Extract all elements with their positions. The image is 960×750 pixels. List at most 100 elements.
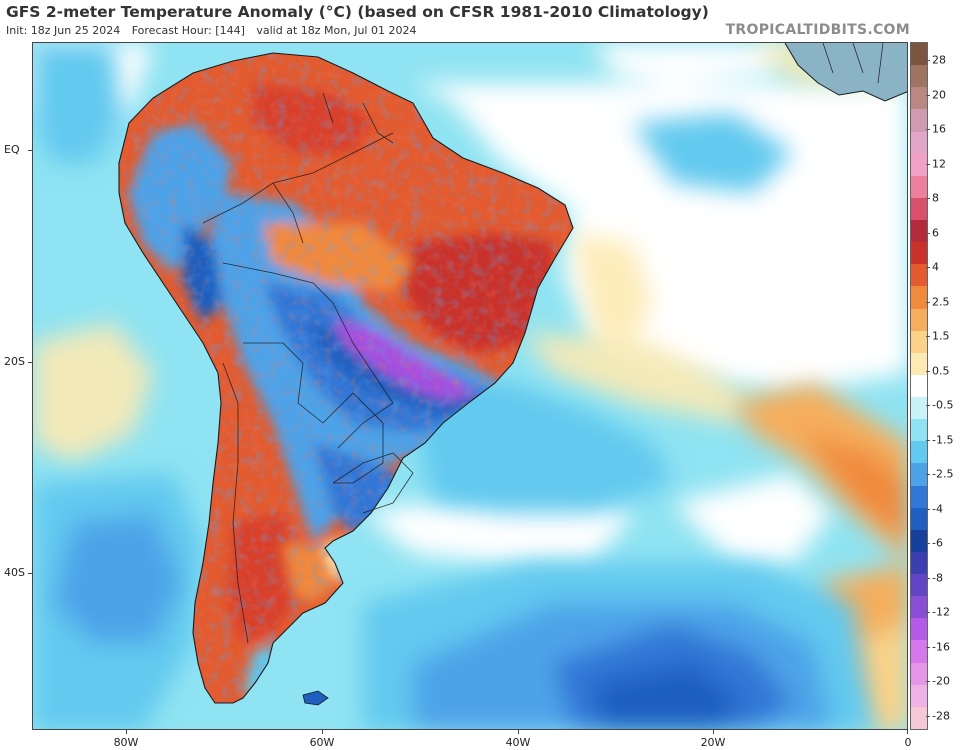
colorbar-label: 20	[932, 88, 946, 102]
colorbar-cell	[911, 374, 927, 398]
colorbar-tick	[926, 163, 930, 165]
colorbar-cell	[911, 551, 927, 575]
colorbar-label: -28	[932, 709, 950, 723]
colorbar-label: 4	[932, 260, 939, 274]
colorbar-tick	[926, 577, 930, 579]
colorbar-cell	[911, 596, 927, 619]
lon-tick	[126, 730, 127, 734]
colorbar-tick	[926, 681, 930, 683]
lat-tick	[28, 573, 32, 574]
falkland-islands	[302, 690, 329, 706]
colorbar-tick	[926, 267, 930, 269]
lat-label-20s: 20S	[4, 355, 25, 368]
colorbar-label: -2.5	[932, 467, 954, 481]
colorbar-label: 0.5	[932, 364, 950, 378]
colorbar-tick	[926, 508, 930, 510]
colorbar-tick	[926, 439, 930, 441]
lon-tick	[518, 730, 519, 734]
colorbar-label: 6	[932, 226, 939, 240]
site-watermark: TROPICALTIDBITS.COM	[725, 22, 910, 38]
africa-corner	[784, 43, 907, 102]
colorbar-label: -6	[932, 536, 943, 550]
lon-label-60w: 60W	[309, 736, 335, 749]
colorbar-cell	[911, 43, 927, 66]
colorbar-cell	[911, 264, 927, 287]
colorbar-label: 1.5	[932, 329, 950, 343]
colorbar-label: 28	[932, 53, 946, 67]
lon-label-40w: 40W	[505, 736, 531, 749]
colorbar-tick	[926, 370, 930, 372]
colorbar-cell	[911, 330, 927, 354]
colorbar-label: 12	[932, 157, 946, 171]
colorbar-legend: 28 20 16 12 8 6 4 2.5 1.5 0.5 -0.5 -1.5 -2.5 -4 -6 -8 -1…	[910, 42, 960, 730]
colorbar-tick	[926, 405, 930, 407]
lon-label-0: 0	[904, 736, 912, 749]
lon-tick	[713, 730, 714, 734]
colorbar-cell	[911, 507, 927, 531]
colorbar-tick	[926, 129, 930, 131]
colorbar-tick	[926, 474, 930, 476]
init-time: Init: 18z Jun 25 2024	[6, 24, 121, 37]
lon-label-20w: 20W	[700, 736, 726, 749]
colorbar-cell	[911, 197, 927, 221]
colorbar-label: -0.5	[932, 398, 954, 412]
country-borders	[202, 92, 414, 644]
colorbar-cell	[911, 441, 927, 464]
map-canvas	[33, 43, 907, 729]
colorbar-label: -4	[932, 502, 943, 516]
colorbar-cell	[911, 397, 927, 420]
colorbar-cell	[911, 485, 927, 509]
colorbar-cell	[911, 286, 927, 310]
colorbar-cell	[911, 65, 927, 88]
colorbar-tick	[926, 198, 930, 200]
colorbar-cell	[911, 308, 927, 332]
colorbar-cell	[911, 684, 927, 708]
colorbar-cell	[911, 574, 927, 597]
colorbar-cell	[911, 220, 927, 243]
colorbar-tick	[926, 60, 930, 61]
colorbar-cell	[911, 463, 927, 487]
colorbar-label: 16	[932, 122, 946, 136]
page-title: GFS 2-meter Temperature Anomaly (°C) (ba…	[6, 3, 709, 21]
lon-tick	[322, 730, 323, 734]
colorbar-label: -1.5	[932, 433, 954, 447]
colorbar-strip	[910, 42, 928, 730]
colorbar-tick	[926, 716, 930, 717]
colorbar-cell	[911, 352, 927, 376]
lat-tick	[28, 150, 32, 151]
coastline	[118, 52, 574, 704]
colorbar-cell	[911, 640, 927, 664]
lon-tick	[907, 730, 908, 734]
valid-time: valid at 18z Mon, Jul 01 2024	[256, 24, 417, 37]
colorbar-cell	[911, 131, 927, 155]
colorbar-label: -12	[932, 605, 950, 619]
lon-label-80w: 80W	[113, 736, 139, 749]
colorbar-label: -16	[932, 640, 950, 654]
colorbar-cell	[911, 706, 927, 730]
colorbar-cell	[911, 419, 927, 442]
colorbar-tick	[926, 232, 930, 234]
colorbar-tick	[926, 543, 930, 545]
colorbar-label: 2.5	[932, 295, 950, 309]
colorbar-cell	[911, 618, 927, 641]
colorbar-cell	[911, 529, 927, 553]
colorbar-label: -20	[932, 674, 950, 688]
colorbar-tick	[926, 301, 930, 303]
colorbar-tick	[926, 336, 930, 338]
colorbar-cell	[911, 662, 927, 686]
colorbar-tick	[926, 646, 930, 648]
colorbar-tick	[926, 94, 930, 96]
colorbar-tick	[926, 612, 930, 614]
colorbar-cell	[911, 242, 927, 265]
colorbar-cell	[911, 87, 927, 110]
anomaly-map	[32, 42, 908, 730]
colorbar-cell	[911, 109, 927, 132]
colorbar-label: -8	[932, 571, 943, 585]
forecast-info: Init: 18z Jun 25 2024 Forecast Hour: [14…	[6, 24, 424, 37]
colorbar-label: 8	[932, 191, 939, 205]
colorbar-cell	[911, 153, 927, 177]
lat-label-40s: 40S	[4, 566, 25, 579]
colorbar-cell	[911, 175, 927, 199]
lat-tick	[28, 362, 32, 363]
lat-label-eq: EQ	[4, 143, 20, 156]
